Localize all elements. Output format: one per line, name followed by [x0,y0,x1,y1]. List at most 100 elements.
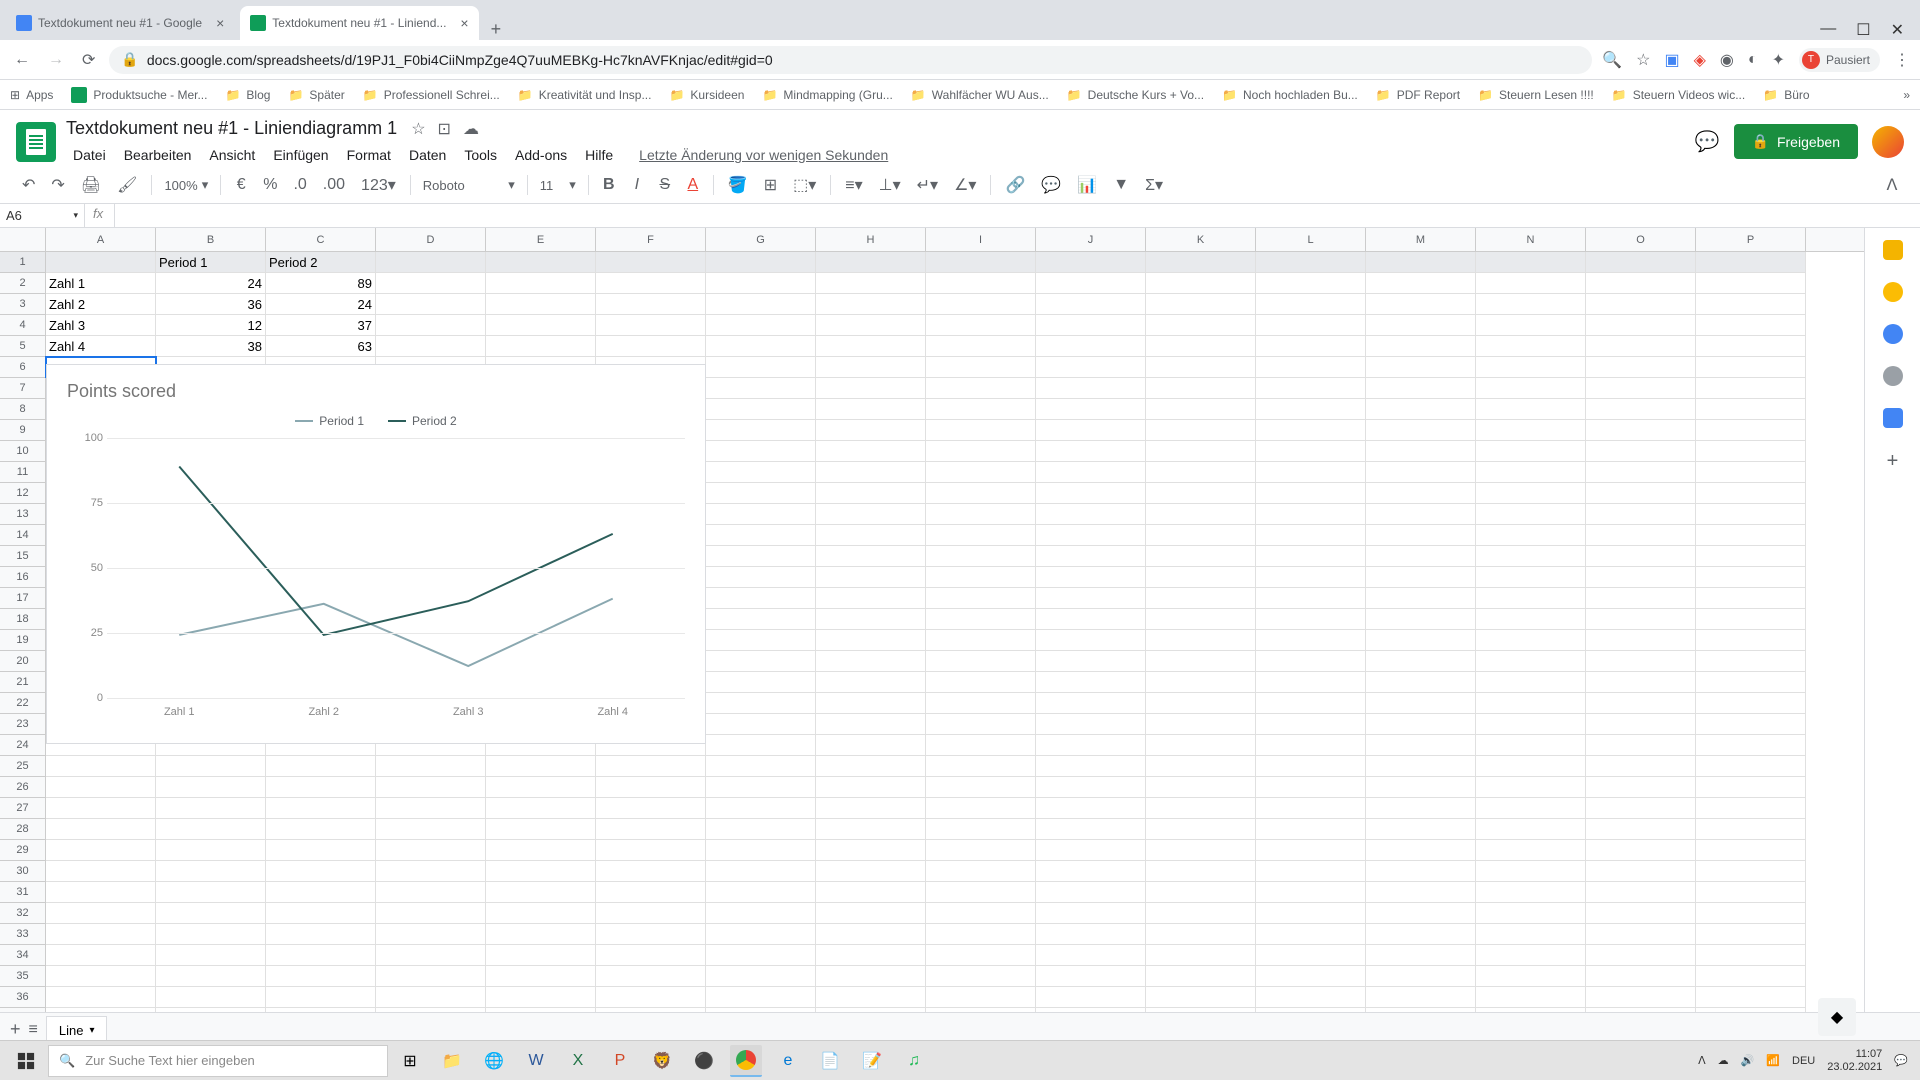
cell[interactable] [1146,798,1256,819]
row-header[interactable]: 34 [0,945,46,966]
cell[interactable] [156,924,266,945]
cell[interactable] [1256,441,1366,462]
cell[interactable] [1146,378,1256,399]
cell[interactable] [816,588,926,609]
menu-add-ons[interactable]: Add-ons [508,143,574,167]
cell[interactable] [156,966,266,987]
row-header[interactable]: 14 [0,525,46,546]
cell[interactable] [1036,714,1146,735]
cell[interactable] [706,441,816,462]
cell[interactable] [1476,336,1586,357]
italic-button[interactable]: I [625,172,649,198]
cell[interactable] [1586,945,1696,966]
cell[interactable] [156,798,266,819]
cell[interactable] [926,756,1036,777]
taskbar-app[interactable]: ♫ [898,1045,930,1077]
cell[interactable] [486,273,596,294]
cell[interactable] [46,1008,156,1012]
cell[interactable] [1366,441,1476,462]
cell[interactable] [706,672,816,693]
row-header[interactable]: 2 [0,273,46,294]
maps-icon[interactable] [1883,408,1903,428]
cell[interactable] [1476,483,1586,504]
cell[interactable] [1256,273,1366,294]
cell[interactable] [1036,861,1146,882]
cell[interactable] [266,966,376,987]
column-header[interactable]: K [1146,228,1256,251]
cell[interactable] [926,777,1036,798]
cell[interactable] [266,945,376,966]
row-header[interactable]: 21 [0,672,46,693]
cell[interactable] [486,840,596,861]
cell[interactable] [1696,504,1806,525]
cell[interactable] [706,420,816,441]
cell[interactable] [706,525,816,546]
cell[interactable] [1586,714,1696,735]
row-header[interactable]: 30 [0,861,46,882]
cell[interactable] [816,777,926,798]
cell[interactable] [1476,840,1586,861]
cell[interactable] [596,819,706,840]
cell[interactable] [266,861,376,882]
row-header[interactable]: 26 [0,777,46,798]
cell[interactable] [1696,336,1806,357]
cell[interactable] [1696,945,1806,966]
cell[interactable] [816,756,926,777]
cell[interactable] [1366,945,1476,966]
cell[interactable] [1146,315,1256,336]
cell[interactable] [1476,651,1586,672]
cell[interactable] [1476,693,1586,714]
menu-tools[interactable]: Tools [457,143,504,167]
cell[interactable] [816,672,926,693]
cell[interactable] [706,966,816,987]
cell[interactable]: Zahl 3 [46,315,156,336]
cell[interactable] [266,756,376,777]
cell[interactable] [596,966,706,987]
decimal-dec-button[interactable]: .0 [287,172,312,198]
cell[interactable] [1586,819,1696,840]
cell[interactable] [1256,462,1366,483]
cell[interactable] [1146,504,1256,525]
column-header[interactable]: N [1476,228,1586,251]
taskbar-search[interactable]: 🔍 Zur Suche Text hier eingeben [48,1045,388,1077]
cell[interactable] [1146,672,1256,693]
cell[interactable] [1696,756,1806,777]
row-header[interactable]: 27 [0,798,46,819]
cell[interactable] [1476,399,1586,420]
cell[interactable] [1586,987,1696,1008]
cell[interactable] [1476,504,1586,525]
cell[interactable] [1036,378,1146,399]
close-icon[interactable]: × [460,15,468,31]
cell[interactable] [926,546,1036,567]
cell[interactable] [706,735,816,756]
cell[interactable] [1696,840,1806,861]
cell[interactable] [156,945,266,966]
cell[interactable] [1366,714,1476,735]
name-box[interactable]: A6▾ [0,204,85,227]
language-indicator[interactable]: DEU [1792,1055,1815,1067]
cell[interactable] [596,336,706,357]
cell[interactable] [926,987,1036,1008]
cell[interactable] [926,357,1036,378]
cell[interactable] [486,294,596,315]
cell[interactable] [596,273,706,294]
cell[interactable] [1586,420,1696,441]
contacts-icon[interactable] [1883,366,1903,386]
cell[interactable]: 89 [266,273,376,294]
cell[interactable] [46,777,156,798]
cell[interactable] [926,714,1036,735]
cell[interactable] [926,462,1036,483]
all-sheets-button[interactable]: ≡ [29,1021,38,1039]
keep-icon[interactable] [1883,282,1903,302]
wrap-button[interactable]: ↵▾ [911,171,944,199]
cell[interactable] [1586,693,1696,714]
cell[interactable] [596,252,706,273]
cell[interactable] [156,819,266,840]
cell[interactable] [1586,462,1696,483]
cell[interactable] [1586,546,1696,567]
cell[interactable] [376,924,486,945]
cell[interactable] [816,609,926,630]
bookmark-item[interactable]: 📁Kreativität und Insp... [518,88,652,102]
cell[interactable] [596,987,706,1008]
bookmark-item[interactable]: 📁Später [288,88,344,102]
